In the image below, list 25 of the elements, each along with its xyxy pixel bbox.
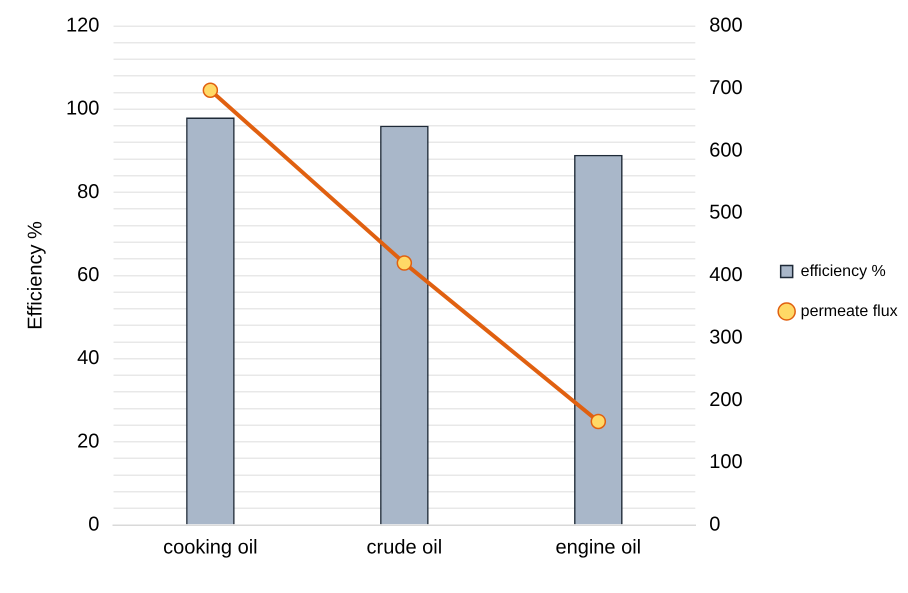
y-tick-label: 20	[77, 430, 100, 452]
x-tick-label: engine oil	[555, 536, 642, 559]
y2-tick-label: 600	[709, 139, 743, 162]
y-tick-label: 100	[66, 98, 100, 120]
y2-tick-label: 100	[709, 451, 743, 474]
point	[202, 82, 218, 98]
x-tick-label: crude oil	[366, 536, 442, 559]
y2-tick-label: 400	[709, 264, 743, 286]
y2-tick-label: 800	[709, 14, 743, 37]
y-tick-label: 80	[77, 180, 100, 203]
y2-tick-label: 500	[709, 202, 743, 224]
y-tick-label: 120	[66, 14, 100, 37]
y-axis-title: Efficiency %	[24, 221, 47, 330]
x-tick-label: cooking oil	[163, 536, 258, 559]
y2-tick-label: 200	[709, 388, 743, 411]
y-tick-label: 0	[88, 514, 100, 536]
legend-label: permeate flux	[800, 302, 898, 320]
legend-label: efficiency %	[800, 262, 886, 280]
y2-tick-label: 0	[709, 514, 720, 536]
point	[590, 414, 606, 430]
y-tick-label: 60	[77, 264, 100, 286]
point	[396, 255, 412, 271]
y2-tick-label: 300	[709, 326, 743, 348]
y2-tick-label: 700	[709, 76, 743, 99]
y-tick-label: 40	[77, 347, 100, 370]
